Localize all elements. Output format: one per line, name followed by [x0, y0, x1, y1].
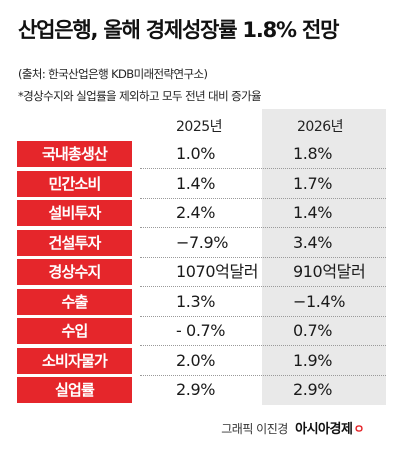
brand-logo-text: 아시아경제 [295, 422, 353, 437]
value-2026: 1.7% [293, 173, 333, 193]
value-2025: 2.9% [176, 380, 216, 399]
graphic-credit: 그래픽 이진경 [221, 422, 288, 436]
row-label: 설비투자 [17, 200, 132, 226]
source-text: (출처: 한국산업은행 KDB미래전략연구소) [18, 67, 208, 81]
credit-line: 그래픽 이진경 아시아경제ㅇ [221, 418, 364, 437]
value-2026: 1.9% [293, 350, 333, 370]
row-divider [140, 227, 386, 228]
value-2026: −1.4% [293, 291, 346, 311]
row-label: 국내총생산 [17, 141, 132, 167]
value-2026: 1.8% [293, 144, 333, 163]
table-row: 설비투자 2.4% 1.4% [0, 199, 400, 229]
row-divider [140, 315, 386, 317]
value-2025: −7.9% [176, 232, 229, 252]
table-row: 경상수지 1070억달러 910억달러 [0, 258, 400, 288]
row-divider [140, 256, 386, 258]
table-row: 수출 1.3% −1.4% [0, 288, 400, 318]
row-divider [140, 374, 386, 376]
row-label: 수입 [17, 318, 132, 344]
brand-mark-icon: ㅇ [353, 422, 364, 436]
row-divider [140, 286, 386, 287]
footnote-text: *경상수지와 실업률을 제외하고 모두 전년 대비 증가율 [18, 89, 262, 103]
value-2026: 2.9% [293, 380, 333, 399]
value-2025: 1.3% [176, 291, 216, 311]
page-title: 산업은행, 올해 경제성장률 1.8% 전망 [18, 18, 339, 42]
row-label: 경상수지 [17, 259, 132, 285]
column-header-2025: 2025년 [176, 119, 223, 135]
value-2025: 1070억달러 [176, 262, 259, 281]
forecast-table: 국내총생산 1.0% 1.8% 민간소비 1.4% 1.7% 설비투자 2.4%… [0, 140, 400, 406]
row-label: 수출 [17, 288, 132, 315]
table-row: 수입 - 0.7% 0.7% [0, 317, 400, 347]
row-label: 건설투자 [17, 229, 132, 256]
value-2026: 910억달러 [293, 262, 366, 281]
row-divider [140, 168, 386, 169]
value-2026: 3.4% [293, 232, 333, 252]
value-2025: 2.4% [176, 203, 216, 222]
value-2026: 0.7% [293, 321, 333, 340]
row-label: 소비자물가 [17, 347, 132, 374]
table-row: 민간소비 1.4% 1.7% [0, 170, 400, 200]
table-row: 소비자물가 2.0% 1.9% [0, 347, 400, 377]
table-row: 실업률 2.9% 2.9% [0, 376, 400, 406]
value-2025: 1.0% [176, 144, 216, 163]
table-row: 국내총생산 1.0% 1.8% [0, 140, 400, 170]
row-label: 실업률 [17, 377, 132, 403]
value-2025: - 0.7% [176, 321, 226, 340]
value-2026: 1.4% [293, 203, 333, 222]
column-header-2026: 2026년 [297, 119, 344, 135]
value-2025: 2.0% [176, 350, 216, 370]
value-2025: 1.4% [176, 173, 216, 193]
row-divider [140, 345, 386, 346]
row-divider [140, 197, 386, 199]
row-label: 민간소비 [17, 170, 132, 197]
table-row: 건설투자 −7.9% 3.4% [0, 229, 400, 259]
